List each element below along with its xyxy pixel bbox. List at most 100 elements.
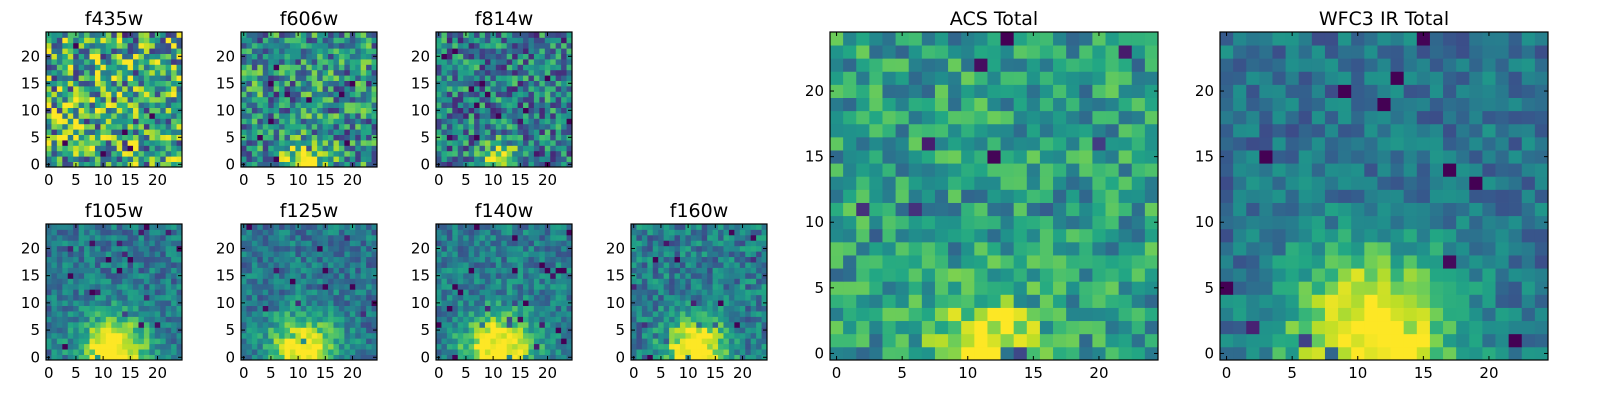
heatmap-cell [1144, 320, 1159, 335]
heatmap-cell [512, 91, 518, 98]
heatmap-cell [566, 86, 573, 92]
heatmap-cell [761, 256, 768, 263]
heatmap-cell [165, 113, 172, 119]
heatmap-cell [295, 283, 302, 290]
heatmap-cell [306, 161, 313, 168]
heatmap-cell [51, 267, 58, 274]
heatmap-cell [317, 134, 323, 141]
heatmap-cell [84, 267, 90, 274]
heatmap-cell [750, 283, 757, 290]
heatmap-cell [355, 96, 362, 103]
heatmap-cell [728, 245, 735, 252]
heatmap-cell [311, 229, 318, 236]
heatmap-cell [631, 349, 637, 355]
heatmap-cell [441, 118, 448, 125]
heatmap-cell [479, 32, 486, 38]
heatmap-cell [745, 245, 752, 252]
heatmap-cell [566, 283, 573, 290]
heatmap-cell [479, 278, 486, 285]
heatmap-cell [674, 305, 681, 312]
heatmap-cell [441, 150, 448, 157]
heatmap-cell [306, 283, 313, 290]
heatmap-cell [512, 294, 518, 301]
heatmap-cell [452, 262, 459, 268]
heatmap-cell [338, 321, 345, 328]
heatmap-cell [273, 102, 280, 108]
heatmap-cell [1118, 189, 1133, 203]
heatmap-cell [1079, 346, 1093, 361]
heatmap-cell [133, 156, 139, 162]
heatmap-cell [479, 113, 486, 119]
heatmap-cell [501, 32, 508, 38]
heatmap-cell [561, 86, 567, 92]
heatmap-cell [160, 107, 167, 114]
heatmap-cell [355, 123, 362, 130]
heatmap-cell [1092, 307, 1106, 322]
heatmap-cell [262, 332, 269, 339]
heatmap-cell [338, 42, 345, 49]
heatmap-cell [366, 262, 372, 268]
heatmap-cell [1079, 176, 1093, 190]
heatmap-cell [295, 272, 302, 279]
heatmap-cell [84, 42, 90, 49]
heatmap-cell [566, 332, 573, 339]
heatmap-cell [663, 245, 670, 252]
heatmap-cell [501, 134, 508, 141]
heatmap-cell [100, 245, 107, 252]
y-tick-label: 15 [606, 267, 625, 285]
heatmap-cell [663, 343, 670, 350]
heatmap-cell [1118, 176, 1133, 190]
heatmap-cell [51, 102, 58, 108]
heatmap-cell [674, 267, 681, 274]
heatmap-cell [171, 86, 177, 92]
heatmap-cell [289, 327, 296, 334]
heatmap-cell [295, 134, 302, 141]
heatmap-cell [149, 113, 156, 119]
heatmap-cell [279, 37, 285, 44]
heatmap-cell [105, 140, 112, 146]
heatmap-cell [723, 354, 730, 361]
heatmap-cell [561, 37, 567, 44]
heatmap-cell [750, 321, 757, 328]
heatmap-cell [446, 80, 453, 87]
heatmap-cell [550, 161, 557, 168]
heatmap-cell [474, 156, 480, 162]
heatmap-cell [262, 107, 269, 114]
heatmap-cell [268, 59, 275, 65]
heatmap-cell [322, 150, 329, 157]
heatmap-cell [761, 262, 768, 268]
heatmap-cell [257, 140, 264, 146]
heatmap-cell [62, 113, 69, 119]
heatmap-cell [284, 294, 291, 301]
heatmap-cell [436, 349, 442, 355]
heatmap-cell [116, 256, 123, 263]
heatmap-cell [528, 272, 535, 279]
heatmap-cell [176, 224, 183, 230]
heatmap-cell [138, 86, 145, 92]
heatmap-cell [268, 278, 275, 285]
heatmap-cell [317, 256, 323, 263]
heatmap-cell [441, 42, 448, 49]
heatmap-cell [457, 305, 464, 312]
heatmap-cell [67, 224, 74, 230]
heatmap-cell [506, 53, 513, 60]
heatmap-cell [100, 316, 107, 323]
heatmap-cell [544, 240, 551, 247]
heatmap-cell [251, 251, 258, 258]
heatmap-cell [279, 332, 285, 339]
heatmap-cell [674, 240, 681, 247]
heatmap-cell [133, 53, 139, 60]
heatmap-cell [658, 289, 665, 296]
heatmap-cell [679, 251, 686, 258]
heatmap-cell [566, 42, 573, 49]
heatmap-cell [127, 156, 134, 162]
heatmap-cell [452, 96, 459, 103]
heatmap-cell [289, 161, 296, 168]
heatmap-cell [550, 294, 557, 301]
heatmap-cell [479, 107, 486, 114]
heatmap-cell [750, 349, 757, 355]
heatmap-cell [550, 332, 557, 339]
heatmap-cell [696, 272, 703, 279]
heatmap-cell [273, 150, 280, 157]
heatmap-cell [631, 256, 637, 263]
